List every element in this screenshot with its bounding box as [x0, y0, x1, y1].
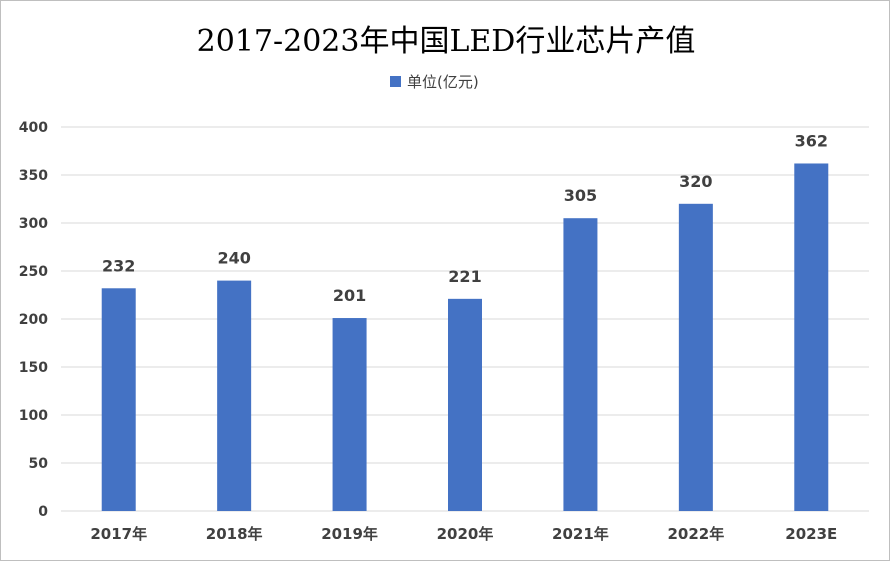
bar-7	[794, 163, 829, 512]
y-tick-label: 350	[19, 168, 48, 184]
bar-3	[332, 318, 367, 511]
y-tick-label: 50	[29, 456, 49, 472]
data-label-1: 232	[102, 256, 135, 275]
y-tick-label: 200	[19, 312, 48, 328]
bar-6	[678, 203, 713, 512]
x-axis-categories: 2017年 2018年 2019年 2020年 2021年 2022年 2023E	[90, 525, 837, 543]
data-label-3: 201	[333, 286, 366, 305]
y-tick-label: 300	[19, 216, 48, 232]
bar-1	[101, 288, 136, 511]
x-category-label-2: 2018年	[206, 525, 263, 543]
bar-4	[448, 298, 482, 511]
bar-5	[563, 218, 598, 511]
legend: 单位(亿元)	[390, 73, 479, 91]
x-category-label-1: 2017年	[90, 525, 147, 543]
y-tick-label: 400	[19, 120, 48, 136]
legend-swatch	[390, 76, 401, 87]
data-label-6: 320	[679, 172, 712, 191]
bars	[101, 163, 829, 512]
legend-label: 单位(亿元)	[407, 73, 479, 91]
data-label-5: 305	[564, 186, 597, 205]
y-tick-label: 0	[38, 504, 48, 520]
data-labels: 232 240 201 221 305 320 362	[102, 131, 828, 305]
data-label-7: 362	[795, 131, 828, 150]
y-axis-ticks: 0 50 100 150 200 250 300 350 400	[19, 120, 48, 520]
chart-title: 2017-2023年中国LED行业芯片产值	[197, 24, 696, 59]
x-category-label-6: 2022年	[667, 525, 724, 543]
data-label-2: 240	[217, 249, 250, 268]
y-tick-label: 250	[19, 264, 48, 280]
data-label-4: 221	[448, 267, 481, 286]
y-tick-label: 100	[19, 408, 48, 424]
x-category-label-3: 2019年	[321, 525, 378, 543]
y-tick-label: 150	[19, 360, 48, 376]
bar-2	[217, 280, 252, 511]
x-category-label-4: 2020年	[437, 525, 494, 543]
x-category-label-7: 2023E	[785, 525, 837, 543]
x-category-label-5: 2021年	[552, 525, 609, 543]
